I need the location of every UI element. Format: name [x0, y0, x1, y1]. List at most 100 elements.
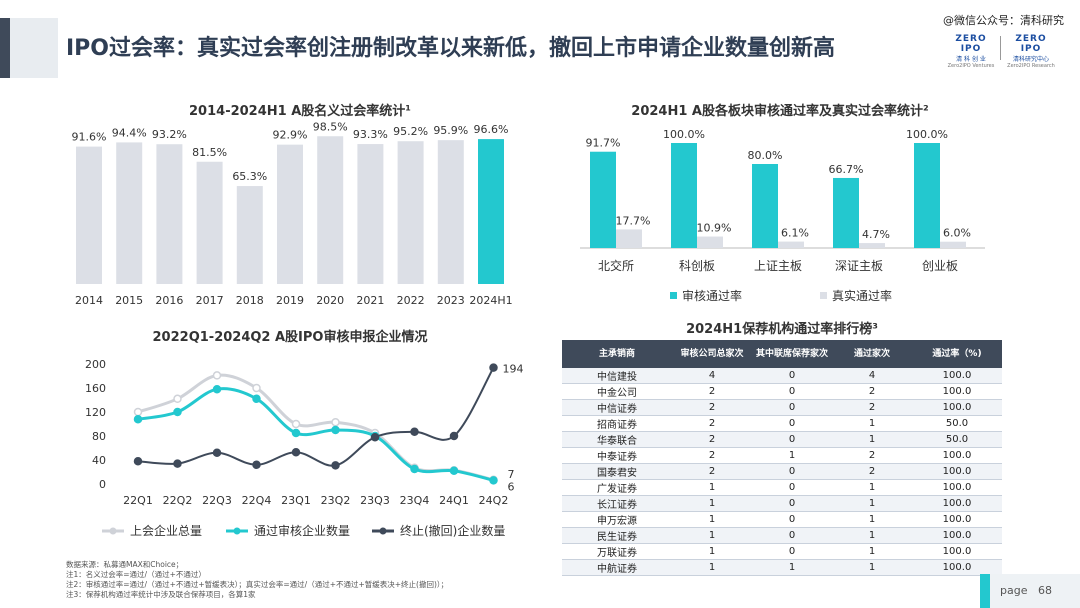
row-total-count: 1 [672, 511, 752, 528]
table-row: 广发证券 1 0 1 100.0 [562, 479, 1002, 496]
pass-rate-value-label: 95.2% [393, 125, 428, 138]
header-total-count: 审核公司总家次 [672, 340, 752, 368]
total-meeting-legend-label: 上会企业总量 [130, 523, 202, 538]
legend-real-pass-label: 真实通过率 [832, 288, 892, 303]
row-pass-rate: 100.0 [912, 463, 1002, 480]
row-total-count: 2 [672, 447, 752, 464]
pass-rate-value-label: 94.4% [112, 126, 147, 139]
row-joint-count: 0 [752, 368, 832, 384]
row-total-count: 2 [672, 399, 752, 416]
pass-rate-year-label: 2023 [437, 294, 465, 307]
row-pass-rate: 100.0 [912, 559, 1002, 576]
header-pass-count: 通过家次 [832, 340, 912, 368]
zero2ipo-research-logo: ZERO IPO 清科研究中心 Zero2IPO Research [1006, 34, 1056, 69]
title-accent-bar [0, 18, 10, 78]
row-pass-count: 2 [832, 447, 912, 464]
table-row: 中信建投 4 0 4 100.0 [562, 368, 1002, 384]
total-meeting-end-label: 7 [508, 468, 515, 481]
approved-point [449, 466, 459, 476]
approved-point [489, 476, 498, 485]
real-pass-value-label: 6.1% [781, 227, 809, 240]
pass-rate-value-label: 65.3% [232, 170, 267, 183]
table-row: 申万宏源 1 0 1 100.0 [562, 511, 1002, 528]
row-underwriter: 民生证券 [562, 527, 672, 544]
real-pass-value-label: 4.7% [862, 228, 890, 241]
row-pass-rate: 100.0 [912, 399, 1002, 416]
pass-rate-year-label: 2015 [115, 294, 143, 307]
terminated-point [173, 459, 182, 468]
row-underwriter: 中信证券 [562, 399, 672, 416]
table-row: 中泰证券 2 1 2 100.0 [562, 447, 1002, 464]
board-category-label: 北交所 [598, 258, 634, 273]
terminated-point [252, 460, 261, 470]
pass-rate-value-label: 93.3% [353, 128, 388, 141]
real-pass-value-label: 17.7% [616, 214, 651, 227]
row-underwriter: 长江证券 [562, 495, 672, 512]
zero2ipo-ventures-logo: ZERO IPO 清 科 创 业 Zero2IPO Ventures [946, 34, 996, 69]
row-underwriter: 中航证券 [562, 559, 672, 576]
row-pass-count: 1 [832, 543, 912, 560]
footnote-1: 注1：名义过会率=通过/（通过+不通过） [66, 570, 206, 579]
row-total-count: 1 [672, 543, 752, 560]
real-pass-bar [697, 236, 723, 248]
pass-rate-bar [156, 144, 183, 284]
quarterly-chart: 0 40 80 120 160 200 76 194 22Q1 22Q2 22Q3 22Q4 23Q1 2… [85, 358, 524, 538]
row-pass-count: 1 [832, 431, 912, 448]
real-pass-bar [940, 241, 966, 248]
table-row: 招商证券 2 0 1 50.0 [562, 415, 1002, 432]
pass-rate-bar [277, 144, 303, 284]
quarterly-y-tick: 80 [92, 430, 106, 443]
pass-rate-year-label: 2018 [236, 294, 264, 307]
total-meeting-legend-marker [109, 527, 117, 535]
table-row: 万联证券 1 0 1 100.0 [562, 543, 1002, 560]
sponsor-table-title: 2024H1保荐机构通过率排行榜³ [686, 322, 878, 337]
row-pass-count: 4 [832, 368, 912, 384]
quarterly-y-tick: 160 [85, 382, 106, 395]
approved-legend-marker [233, 527, 241, 535]
board-category-label: 创业板 [922, 259, 958, 273]
terminated-point [370, 432, 380, 442]
real-pass-bar [778, 241, 804, 248]
footnotes: 数据来源：私募通MAX和Choice； 注1：名义过会率=通过/（通过+不通过）… [66, 560, 448, 600]
legend-review-pass-label: 审核通过率 [682, 288, 742, 303]
quarterly-x-tick: 22Q2 [163, 494, 193, 507]
pass-rate-value-label: 93.2% [152, 128, 187, 141]
header-joint-count: 其中联席保荐家次 [752, 340, 832, 368]
row-pass-rate: 50.0 [912, 431, 1002, 448]
row-joint-count: 0 [752, 495, 832, 512]
legend-review-pass-swatch [670, 292, 677, 299]
quarterly-chart-title: 2022Q1-2024Q2 A股IPO审核申报企业情况 [152, 330, 428, 345]
logo-a-line2: 清 科 创 业 [956, 56, 986, 63]
terminated-legend-label: 终止(撤回)企业数量 [400, 523, 505, 538]
quarterly-x-tick: 23Q3 [360, 494, 390, 507]
total-meeting-point [252, 383, 261, 393]
row-pass-rate: 100.0 [912, 479, 1002, 496]
table-row: 中金公司 2 0 2 100.0 [562, 383, 1002, 400]
table-row: 中信证券 2 0 2 100.0 [562, 399, 1002, 416]
pass-rate-value-label: 98.5% [313, 122, 348, 133]
pass-rate-year-label: 2021 [356, 294, 384, 307]
approved-point [252, 394, 261, 404]
review-pass-value-label: 91.7% [586, 137, 621, 150]
pass-rate-chart: 91.6% 2014 94.4% 2015 93.2% 2016 81.5% 2017 65.3… [72, 122, 513, 307]
logo-b-line2: 清科研究中心 [1012, 56, 1049, 63]
board-rate-chart-title: 2024H1 A股各板块审核通过率及真实过会率统计² [631, 104, 929, 119]
board-rate-chart: 91.7% 17.7% 北交所 100.0% 10.9% 科创板 80.0% 6.1% 上证主板… [580, 128, 985, 303]
quarterly-x-tick: 23Q2 [321, 494, 351, 507]
row-pass-rate: 100.0 [912, 383, 1002, 400]
review-pass-bar [590, 151, 616, 248]
row-pass-rate: 100.0 [912, 447, 1002, 464]
row-pass-count: 2 [832, 399, 912, 416]
row-pass-rate: 100.0 [912, 527, 1002, 544]
approved-point [331, 425, 340, 435]
row-total-count: 2 [672, 431, 752, 448]
logo-b-line1: ZERO IPO [1015, 34, 1047, 54]
quarterly-y-tick: 120 [85, 406, 106, 419]
row-pass-count: 2 [832, 463, 912, 480]
sponsor-ranking-table: 主承销商 审核公司总家次 其中联席保荐家次 通过家次 通过率（%) 中信建投 4 0… [562, 340, 1002, 576]
page-label: page [1000, 584, 1028, 597]
row-pass-rate: 100.0 [912, 368, 1002, 384]
quarterly-x-tick: 23Q4 [400, 494, 430, 507]
row-joint-count: 0 [752, 463, 832, 480]
terminated-end-label: 194 [503, 363, 524, 376]
